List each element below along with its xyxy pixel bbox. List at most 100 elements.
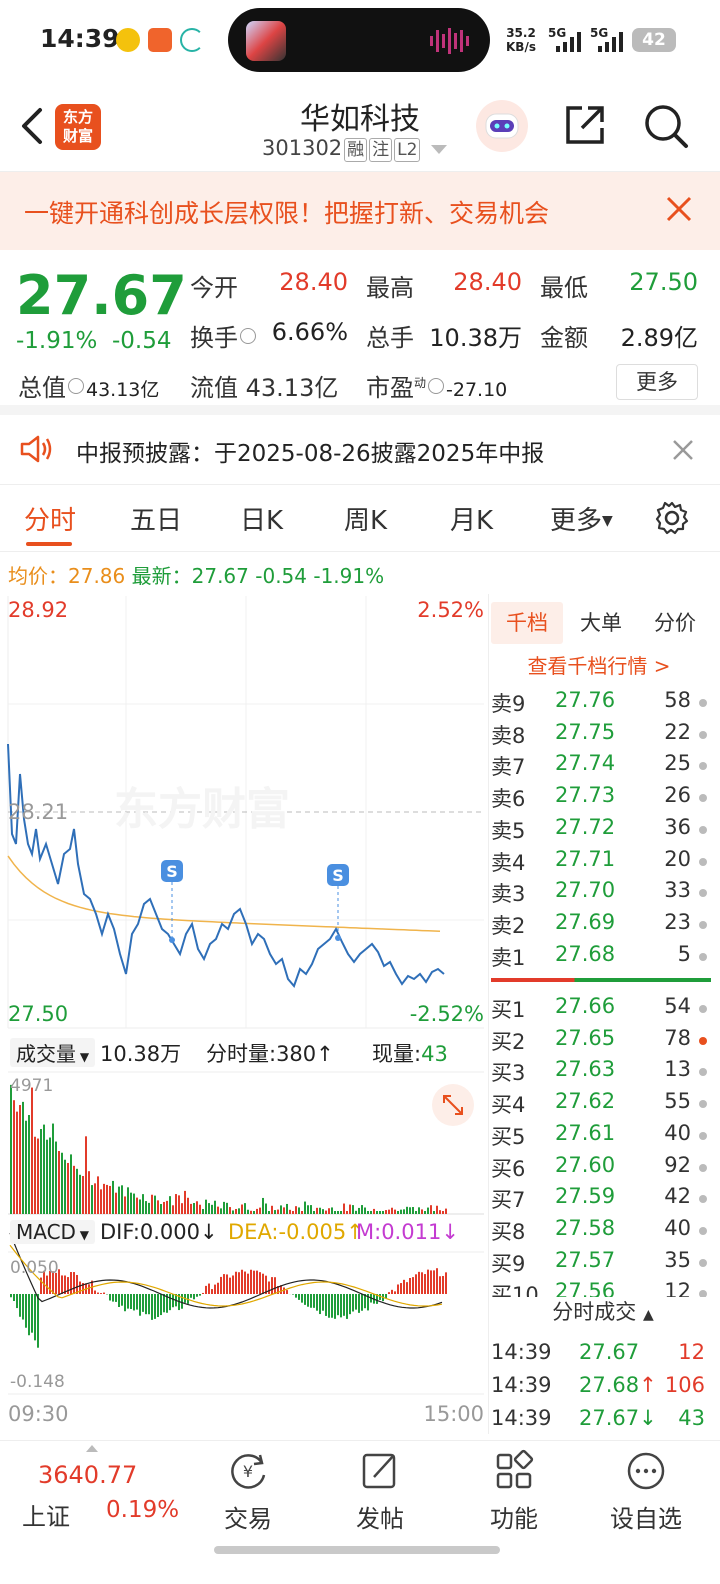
macd-bar xyxy=(337,1294,339,1316)
volume-bar xyxy=(340,1211,342,1214)
volume-bar xyxy=(139,1199,141,1214)
order-book-row[interactable]: 卖8 27.75 22 xyxy=(489,720,717,752)
order-book-row[interactable]: 卖4 27.71 20 xyxy=(489,847,717,879)
ai-assistant-icon[interactable] xyxy=(476,100,528,152)
promo-banner[interactable]: 一键开通科创成长层权限！把握打新、交易机会 xyxy=(0,172,720,250)
volume-bar xyxy=(226,1202,228,1214)
tab-big-orders[interactable]: 大单 xyxy=(580,611,622,635)
index-change: 0.19% xyxy=(106,1497,180,1523)
dropdown-arrow-icon: ▼ xyxy=(75,1228,89,1242)
volume-bar xyxy=(145,1201,147,1214)
tab-weekly-k[interactable]: 周K xyxy=(344,506,388,536)
tab-full-depth[interactable]: 千档 xyxy=(491,602,563,644)
info-icon[interactable] xyxy=(428,378,445,394)
open-label: 今开 xyxy=(190,274,238,302)
nav-add-watchlist[interactable]: 设自选 xyxy=(596,1449,696,1534)
order-book-row[interactable]: 买4 27.62 55 xyxy=(489,1089,717,1121)
volume-bar xyxy=(217,1206,219,1214)
stock-code-row[interactable]: 301302 融注 L2 xyxy=(262,136,448,162)
order-book-row[interactable]: 买9 27.57 35 xyxy=(489,1248,717,1280)
volume-bar xyxy=(184,1190,186,1214)
macd-bar xyxy=(166,1294,168,1313)
order-book-row[interactable]: 买3 27.63 13 xyxy=(489,1057,717,1089)
tick-trade-row: 14:39 27.67↓ 43 xyxy=(491,1406,705,1430)
search-icon[interactable] xyxy=(642,102,690,150)
tab-price-distribution[interactable]: 分价 xyxy=(654,611,696,635)
expand-icon[interactable] xyxy=(432,1084,474,1126)
close-icon[interactable] xyxy=(672,439,694,461)
back-icon[interactable] xyxy=(14,104,54,148)
volume-bar xyxy=(403,1209,405,1214)
more-quote-button[interactable]: 更多 xyxy=(616,364,698,400)
view-full-depth-link[interactable]: 查看千档行情 > xyxy=(527,654,671,678)
tab-intraday[interactable]: 分时 xyxy=(24,506,77,536)
macd-bar xyxy=(361,1294,363,1311)
order-book-row[interactable]: 卖9 27.76 58 xyxy=(489,688,717,720)
volume-bar xyxy=(37,1138,39,1214)
volume-bar xyxy=(223,1201,225,1214)
index-value[interactable]: 3640.77 xyxy=(38,1461,138,1489)
macd-bar xyxy=(238,1272,240,1294)
index-name[interactable]: 上证 xyxy=(22,1503,70,1531)
order-book-row[interactable]: 卖2 27.69 23 xyxy=(489,910,717,942)
nav-functions[interactable]: 功能 xyxy=(464,1449,564,1534)
tab-monthly-k[interactable]: 月K xyxy=(450,506,494,536)
pe-value: -27.10 xyxy=(446,379,508,401)
macd-bar xyxy=(13,1294,15,1302)
gear-icon[interactable] xyxy=(654,500,690,536)
order-book-row[interactable]: 卖1 27.68 5 xyxy=(489,942,717,974)
order-book-row[interactable]: 买2 27.65 78 xyxy=(489,1026,717,1058)
order-book-row[interactable]: 买5 27.61 40 xyxy=(489,1121,717,1153)
app-logo[interactable]: 东方 财富 xyxy=(55,104,101,150)
volume-bar xyxy=(427,1207,429,1214)
nav-post[interactable]: 发帖 xyxy=(330,1449,430,1534)
volume-bar xyxy=(19,1105,21,1214)
order-book-row[interactable]: 买6 27.60 92 xyxy=(489,1153,717,1185)
macd-indicator-select[interactable]: MACD ▼ xyxy=(10,1220,95,1244)
order-book-row[interactable]: 买7 27.59 42 xyxy=(489,1184,717,1216)
order-book-row[interactable]: 卖3 27.70 33 xyxy=(489,878,717,910)
report-notice[interactable]: 中报预披露：于2025-08-26披露2025年中报 xyxy=(0,415,720,485)
info-icon[interactable] xyxy=(240,328,256,344)
tab-five-day[interactable]: 五日 xyxy=(130,506,183,536)
macd-bar xyxy=(391,1289,393,1294)
order-book-row[interactable]: 卖6 27.73 26 xyxy=(489,783,717,815)
volume-bar xyxy=(445,1208,447,1214)
macd-top-label: 0.050 xyxy=(10,1258,59,1278)
volume-bar xyxy=(100,1189,102,1214)
macd-bar xyxy=(22,1294,24,1320)
price-low-label: 27.50 xyxy=(8,1002,69,1026)
expand-arrow-icon[interactable] xyxy=(86,1445,98,1452)
volume-bar xyxy=(409,1207,411,1214)
macd-bar xyxy=(28,1294,30,1336)
close-icon[interactable] xyxy=(664,194,694,224)
volume-bar xyxy=(115,1192,117,1214)
tab-more[interactable]: 更多▼ xyxy=(550,506,613,536)
order-book-row[interactable]: 卖7 27.74 25 xyxy=(489,751,717,783)
share-icon[interactable] xyxy=(562,102,608,148)
macd-bar xyxy=(268,1281,270,1294)
tick-trades-header[interactable]: 分时成交 ▲ xyxy=(552,1300,654,1324)
macd-bar xyxy=(280,1285,282,1294)
info-icon[interactable] xyxy=(68,378,84,394)
macd-bar xyxy=(145,1294,147,1315)
order-book-row[interactable]: 卖5 27.72 36 xyxy=(489,815,717,847)
home-indicator[interactable] xyxy=(214,1546,500,1554)
nav-trade[interactable]: ¥ 交易 xyxy=(198,1449,298,1534)
tab-daily-k[interactable]: 日K xyxy=(240,506,284,536)
volume-bar xyxy=(382,1211,384,1214)
volume-bar xyxy=(142,1194,144,1214)
volume-bar xyxy=(367,1211,369,1214)
volume-indicator-select[interactable]: 成交量 ▼ xyxy=(10,1038,96,1067)
order-book-row[interactable]: 买1 27.66 54 xyxy=(489,994,717,1026)
intraday-chart[interactable]: 东方财富 S S 28.92 2.52% 28.21 27.50 -2.52% … xyxy=(0,594,488,1426)
volume-bar xyxy=(436,1205,438,1214)
order-book-row[interactable]: 买8 27.58 40 xyxy=(489,1216,717,1248)
volume-bar xyxy=(442,1211,444,1214)
macd-bar xyxy=(244,1271,246,1294)
macd-bar xyxy=(301,1294,303,1303)
order-book-row[interactable]: 买10 27.56 12 xyxy=(489,1279,717,1298)
macd-bar xyxy=(355,1294,357,1310)
macd-bar xyxy=(196,1294,198,1297)
macd-bar xyxy=(88,1284,90,1294)
